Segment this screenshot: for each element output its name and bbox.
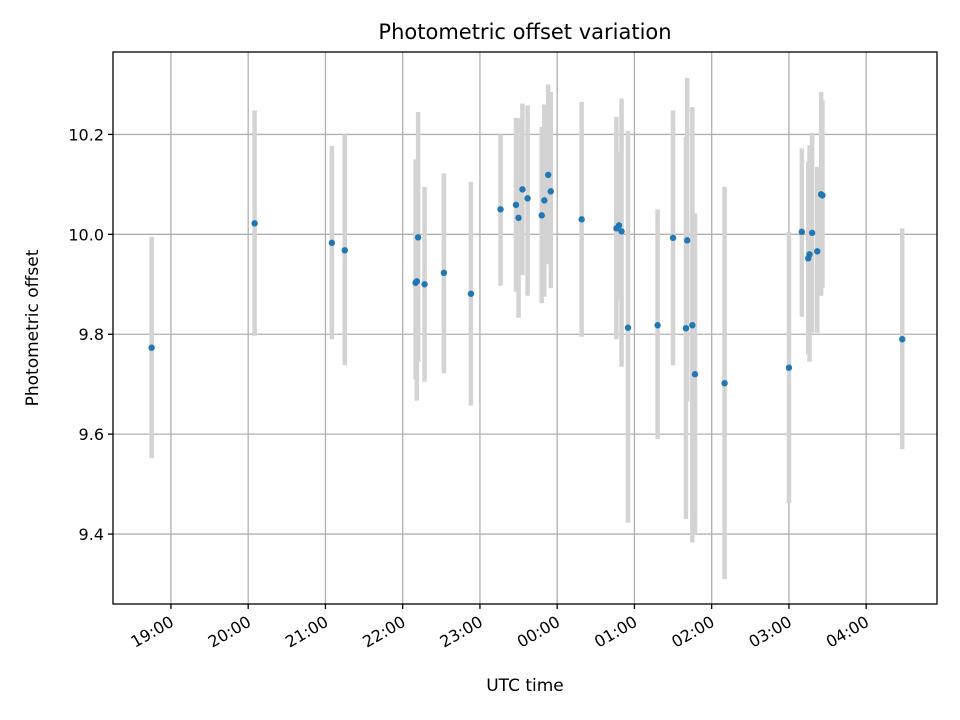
- data-points: [148, 171, 906, 387]
- data-point: [691, 371, 699, 378]
- y-tick-label: 10.0: [68, 225, 104, 244]
- data-point: [421, 281, 428, 288]
- data-point: [524, 195, 531, 202]
- data-point: [682, 325, 690, 332]
- data-point: [512, 201, 520, 209]
- x-tick-label: 21:00: [282, 612, 331, 652]
- data-point: [798, 228, 806, 236]
- y-tick-label: 9.4: [79, 525, 104, 544]
- data-point: [814, 248, 821, 255]
- data-point: [341, 247, 348, 254]
- data-point: [544, 171, 552, 179]
- data-point: [467, 290, 475, 297]
- x-axis-label: UTC time: [486, 676, 564, 696]
- chart-title: Photometric offset variation: [378, 20, 671, 44]
- data-point: [819, 192, 826, 199]
- x-tick-label: 01:00: [591, 612, 640, 652]
- y-tick-label: 9.6: [79, 425, 104, 444]
- data-point: [148, 344, 155, 351]
- x-tick-label: 19:00: [128, 612, 177, 652]
- data-point: [669, 234, 677, 242]
- data-point: [899, 336, 906, 343]
- data-point: [806, 251, 813, 258]
- y-tick-label: 9.8: [79, 325, 104, 344]
- data-point: [654, 322, 661, 329]
- y-axis-ticks: 9.4 9.6 9.8 10.0 10.2: [68, 125, 113, 544]
- data-point: [618, 228, 625, 235]
- data-point: [413, 278, 421, 285]
- data-point: [538, 212, 545, 219]
- x-tick-label: 20:00: [205, 612, 254, 652]
- data-point: [515, 214, 522, 222]
- data-point: [689, 322, 696, 329]
- data-point: [547, 188, 554, 195]
- y-axis-label: Photometric offset: [23, 249, 43, 406]
- data-point: [328, 239, 336, 247]
- data-point: [414, 234, 422, 241]
- data-point: [251, 220, 258, 227]
- x-tick-label: 22:00: [359, 612, 408, 652]
- error-bars: [149, 77, 905, 580]
- data-point: [684, 237, 691, 244]
- x-axis-ticks: 19:00 20:00 21:00 22:00 23:00 00:00 01:00 02:00…: [128, 604, 872, 652]
- plot-frame: [112, 51, 938, 605]
- data-point: [541, 197, 548, 204]
- data-point: [519, 186, 526, 193]
- x-tick-label: 23:00: [437, 612, 486, 652]
- data-point: [785, 364, 793, 371]
- x-tick-label: 04:00: [823, 612, 872, 652]
- x-tick-label: 00:00: [514, 612, 563, 652]
- x-tick-label: 03:00: [746, 612, 795, 652]
- data-point: [440, 269, 448, 276]
- data-point: [624, 324, 632, 331]
- data-point: [721, 380, 728, 387]
- data-point: [615, 222, 623, 229]
- x-tick-label: 02:00: [668, 612, 717, 652]
- data-point: [497, 206, 504, 213]
- y-tick-label: 10.2: [68, 125, 104, 144]
- data-point: [578, 216, 585, 223]
- data-point: [808, 229, 816, 237]
